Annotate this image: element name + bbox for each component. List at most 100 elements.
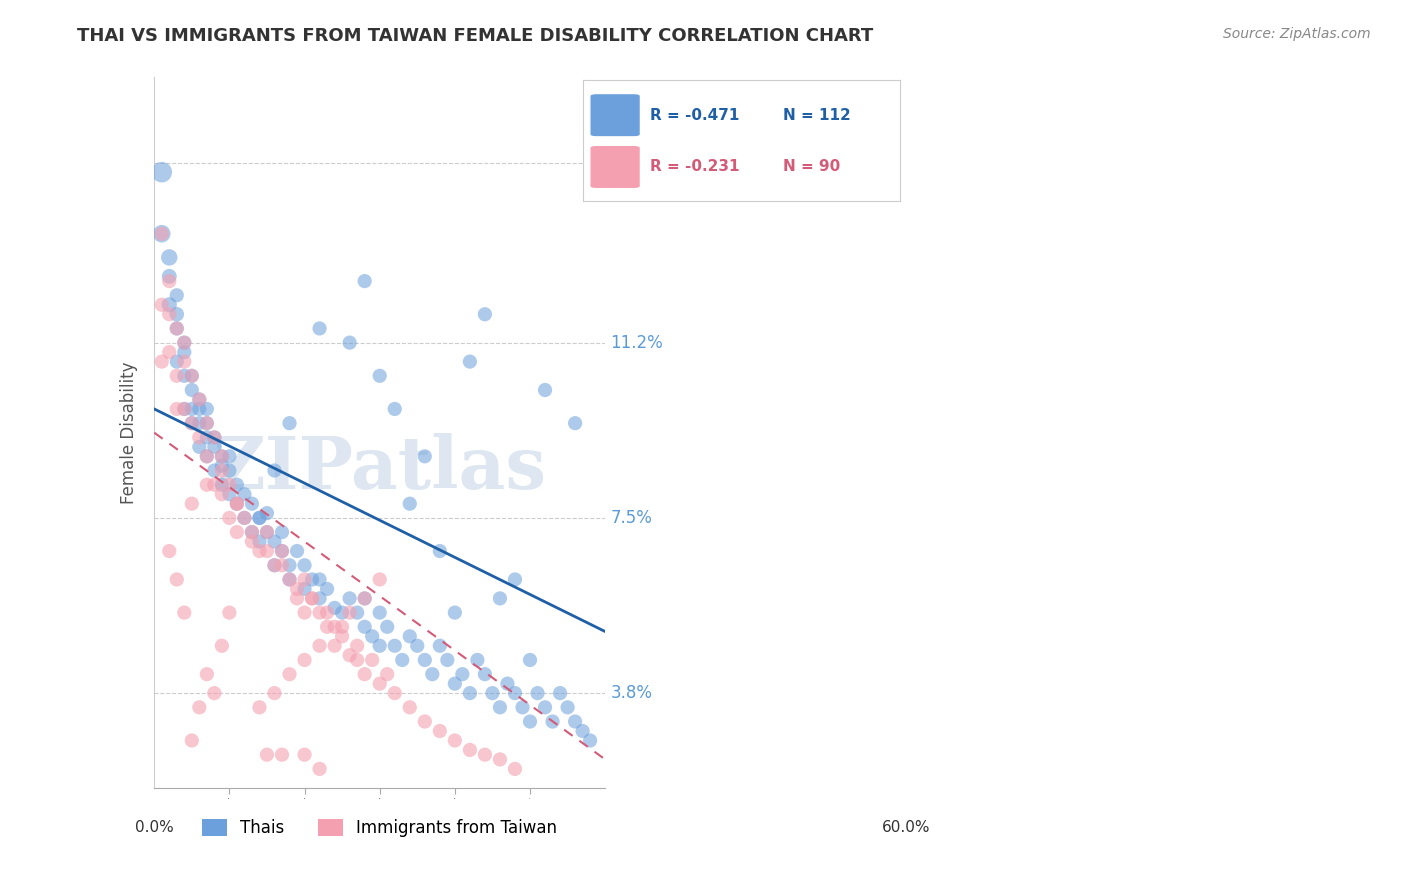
Point: [346, 639, 368, 653]
Point: [240, 525, 263, 540]
Point: [285, 591, 308, 606]
Point: [233, 487, 256, 501]
Point: [195, 667, 218, 681]
Point: [353, 274, 375, 288]
Point: [420, 667, 443, 681]
Point: [188, 440, 211, 454]
Point: [339, 591, 361, 606]
Point: [444, 606, 467, 620]
Point: [294, 582, 316, 596]
Text: ZIPatlas: ZIPatlas: [212, 433, 547, 504]
Point: [211, 487, 233, 501]
Point: [330, 606, 353, 620]
Point: [173, 401, 195, 416]
Point: [519, 653, 541, 667]
Point: [180, 401, 202, 416]
Point: [188, 416, 211, 430]
Text: R = -0.471: R = -0.471: [650, 108, 740, 123]
Point: [249, 511, 271, 525]
Point: [271, 525, 294, 540]
Point: [211, 463, 233, 477]
Point: [458, 686, 481, 700]
Point: [256, 506, 278, 520]
Point: [233, 511, 256, 525]
Point: [195, 450, 218, 464]
Point: [481, 686, 503, 700]
Point: [429, 724, 451, 739]
Point: [202, 477, 225, 491]
Point: [301, 573, 323, 587]
Text: Source: ZipAtlas.com: Source: ZipAtlas.com: [1223, 27, 1371, 41]
Point: [444, 733, 467, 747]
Point: [278, 416, 301, 430]
Point: [564, 714, 586, 729]
Point: [368, 573, 391, 587]
Point: [548, 686, 571, 700]
Point: [278, 573, 301, 587]
Point: [263, 534, 285, 549]
Point: [256, 525, 278, 540]
Point: [180, 368, 202, 383]
Point: [180, 368, 202, 383]
Point: [301, 591, 323, 606]
Point: [218, 511, 240, 525]
Point: [330, 620, 353, 634]
Point: [150, 227, 173, 241]
Point: [263, 558, 285, 573]
Point: [218, 463, 240, 477]
Point: [308, 762, 330, 776]
Point: [218, 450, 240, 464]
Point: [256, 747, 278, 762]
Point: [339, 335, 361, 350]
Point: [278, 558, 301, 573]
Point: [316, 582, 339, 596]
Point: [339, 648, 361, 663]
Point: [278, 667, 301, 681]
Point: [294, 653, 316, 667]
Point: [375, 620, 398, 634]
Point: [534, 700, 557, 714]
Point: [353, 620, 375, 634]
Point: [150, 298, 173, 312]
Point: [195, 477, 218, 491]
Text: R = -0.231: R = -0.231: [650, 160, 740, 175]
Point: [579, 733, 602, 747]
Point: [503, 686, 526, 700]
Point: [202, 463, 225, 477]
Point: [571, 724, 593, 739]
Point: [323, 620, 346, 634]
Point: [218, 606, 240, 620]
Point: [294, 558, 316, 573]
Point: [263, 558, 285, 573]
Point: [180, 383, 202, 397]
Point: [249, 700, 271, 714]
Point: [225, 497, 247, 511]
Point: [202, 686, 225, 700]
Point: [489, 591, 512, 606]
Point: [512, 700, 534, 714]
Point: [225, 477, 247, 491]
Point: [188, 392, 211, 407]
Point: [211, 639, 233, 653]
Text: 15.0%: 15.0%: [610, 153, 664, 171]
Point: [166, 321, 188, 335]
Point: [225, 525, 247, 540]
Point: [173, 345, 195, 359]
Point: [249, 534, 271, 549]
Point: [263, 686, 285, 700]
Point: [157, 298, 180, 312]
Point: [474, 307, 496, 321]
Text: Female Disability: Female Disability: [121, 361, 138, 504]
Point: [195, 450, 218, 464]
Point: [157, 544, 180, 558]
Point: [256, 544, 278, 558]
Point: [225, 497, 247, 511]
Point: [557, 700, 579, 714]
Point: [271, 747, 294, 762]
Point: [398, 497, 420, 511]
Point: [240, 534, 263, 549]
Point: [180, 416, 202, 430]
Point: [308, 573, 330, 587]
Point: [157, 307, 180, 321]
Point: [368, 606, 391, 620]
